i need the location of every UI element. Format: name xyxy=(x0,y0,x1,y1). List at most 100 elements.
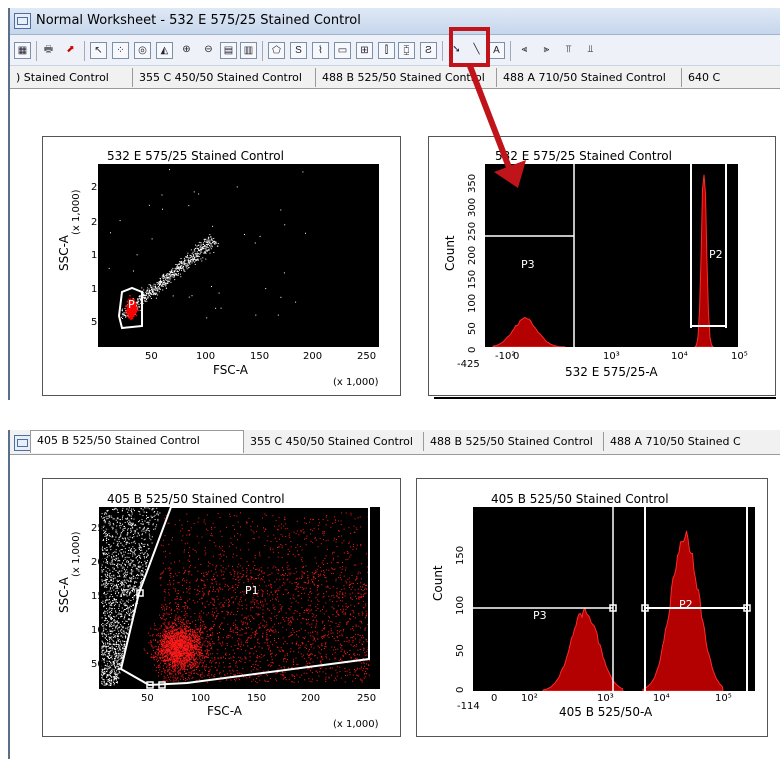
y-tick-0: 0 xyxy=(455,686,466,693)
histogram-panel-bottom[interactable]: 405 B 525/50 Stained Control P3 P2 Count… xyxy=(416,478,768,737)
snap-to-gate-icon[interactable]: S xyxy=(290,42,307,59)
x-axis-label: 532 E 575/25-A xyxy=(565,365,658,379)
title-bar: Normal Worksheet - 532 E 575/25 Stained … xyxy=(10,8,780,35)
window-title: Normal Worksheet - 532 E 575/25 Stained … xyxy=(36,13,361,28)
x-tick-neg425: -425 xyxy=(457,359,480,370)
dot-plot-area-bottom[interactable]: P1 xyxy=(99,507,380,689)
x-tick-10-4: 10⁴ xyxy=(671,351,688,362)
gate-p2-label: P2 xyxy=(679,598,693,611)
x-tick-10-3: 10³ xyxy=(603,351,620,362)
plot-tabs: ) Stained Control 355 C 450/50 Stained C… xyxy=(10,66,780,89)
pdf-export-icon[interactable]: ⬈ xyxy=(66,44,75,55)
x-axis-label: FSC-A xyxy=(207,704,242,718)
panel-divider xyxy=(434,397,776,399)
zoom-in-icon[interactable]: ⊕ xyxy=(182,44,191,55)
tab-405b[interactable]: 405 B 525/50 Stained Control xyxy=(30,430,244,453)
worksheet-window: Normal Worksheet - 532 E 575/25 Stained … xyxy=(8,8,780,400)
y-axis-unit: (x 1,000) xyxy=(71,531,82,577)
x-tick-250: 250 xyxy=(357,693,377,704)
histogram-tool-icon[interactable]: ◭ xyxy=(156,42,173,59)
x-tick-200: 200 xyxy=(301,693,321,704)
arrow-tool-icon[interactable]: ➘ xyxy=(452,44,461,55)
y-axis-label: SSC-A xyxy=(57,577,71,613)
tab-488a[interactable]: 488 A 710/50 Stained C xyxy=(610,435,741,448)
toolbar-separator xyxy=(442,41,443,61)
hierarchy-view-icon[interactable]: ▥ xyxy=(240,42,257,59)
y-axis-label: Count xyxy=(431,565,445,601)
x-axis-unit: (x 1,000) xyxy=(333,377,379,388)
interval-gate-icon[interactable]: ⫿ xyxy=(378,42,395,59)
y-tick-100: 100 xyxy=(91,284,111,295)
binned-gate-icon[interactable]: Ƨ xyxy=(420,42,437,59)
histogram-title-bottom: 405 B 525/50 Stained Control xyxy=(491,492,669,506)
zoom-out-icon[interactable]: ⊖ xyxy=(204,44,213,55)
x-tick-150: 150 xyxy=(250,351,270,362)
x-tick-10-5: 10⁵ xyxy=(731,351,748,362)
polygon-gate-icon[interactable]: ⬠ xyxy=(268,42,285,59)
x-tick-150: 150 xyxy=(247,693,267,704)
histogram-title: 532 E 575/25 Stained Control xyxy=(495,149,672,163)
dot-plot-events xyxy=(108,169,306,320)
histogram-overlay-bottom xyxy=(473,507,751,691)
statistics-view-icon[interactable]: ▤ xyxy=(220,42,237,59)
toolbar: ▦ 🖶 ⬈ ↖ ⁘ ◎ ◭ ⊕ ⊖ ▤ ▥ ⬠ S ⌇ ▭ ⊞ ⫿ ⧮ Ƨ ➘ … xyxy=(10,35,780,66)
y-tick-150: 150 xyxy=(91,591,111,602)
pointer-tool-icon[interactable]: ↖ xyxy=(90,42,107,59)
x-axis-label: FSC-A xyxy=(213,363,248,377)
gate-p1-overlay[interactable] xyxy=(99,507,380,689)
snap-interval-gate-icon[interactable]: ⧮ xyxy=(398,42,415,59)
quadrant-gate-icon[interactable]: ⊞ xyxy=(356,42,373,59)
x-tick-neg10-2: -10² xyxy=(495,351,516,362)
x-tick-250: 250 xyxy=(357,351,377,362)
rectangle-gate-icon[interactable]: ▭ xyxy=(334,42,351,59)
y-tick-100: 100 xyxy=(455,595,466,615)
y-tick-150: 150 xyxy=(91,250,111,261)
tab-stained-control[interactable]: ) Stained Control xyxy=(10,68,133,87)
gate-p3-label: P3 xyxy=(521,258,535,271)
contour-plot-tool-icon[interactable]: ◎ xyxy=(134,42,151,59)
histogram-panel[interactable]: 532 E 575/25 Stained Control P3 P2 Count… xyxy=(428,136,776,396)
histogram-area-bottom[interactable]: P3 P2 xyxy=(473,507,755,691)
worksheet-tab-icon xyxy=(14,435,31,451)
dot-plot-events-bottom xyxy=(101,507,370,686)
tab-488b[interactable]: 488 B 525/50 Stained Control xyxy=(316,68,497,87)
freeform-gate-icon[interactable]: ⌇ xyxy=(312,42,329,59)
tab-488a[interactable]: 488 A 710/50 Stained Control xyxy=(497,68,682,87)
x-tick-50: 50 xyxy=(145,351,158,362)
dot-plot-panel[interactable]: 532 E 575/25 Stained Control P 250 200 1… xyxy=(42,136,401,396)
y-tick-250: 250 xyxy=(91,182,111,193)
tab-640c[interactable]: 640 C xyxy=(688,71,721,84)
align-right-icon[interactable]: ⫸ xyxy=(543,44,550,55)
dot-plot-panel-bottom[interactable]: 405 B 525/50 Stained Control P1 250 200 … xyxy=(42,478,401,737)
x-tick-neg114: -114 xyxy=(457,701,480,712)
gate-p3-label: P3 xyxy=(533,609,547,622)
plot-tabs-bottom: 405 B 525/50 Stained Control 355 C 450/5… xyxy=(10,430,780,455)
align-left-icon[interactable]: ⫷ xyxy=(521,44,528,55)
gate-p-overlay[interactable] xyxy=(98,164,379,347)
histogram-overlay xyxy=(485,164,727,347)
x-tick-200: 200 xyxy=(303,351,323,362)
line-tool-icon[interactable]: ╲ xyxy=(473,44,480,55)
y-tick-200: 200 xyxy=(91,217,111,228)
toolbar-separator xyxy=(84,41,85,61)
y-tick-200: 200 xyxy=(91,557,111,568)
printer-icon[interactable]: 🖶 xyxy=(43,44,54,55)
y-tick-150: 150 xyxy=(455,545,466,565)
y-tick-100: 100 xyxy=(91,625,111,636)
dot-plot-tool-icon[interactable]: ⁘ xyxy=(112,42,129,59)
x-tick-100: 100 xyxy=(196,351,216,362)
print-layout-icon[interactable]: ▦ xyxy=(14,42,31,59)
tab-355c[interactable]: 355 C 450/50 Stained Control xyxy=(133,68,316,87)
dot-plot-area[interactable]: P xyxy=(98,164,379,347)
histogram-area[interactable]: P3 P2 xyxy=(485,164,738,347)
align-bottom-icon[interactable]: ⫫ xyxy=(587,44,594,55)
x-tick-10-4: 10⁴ xyxy=(653,693,670,704)
gate-p1-label: P1 xyxy=(245,584,259,597)
worksheet-icon xyxy=(14,13,31,29)
y-tick-50: 50 xyxy=(91,317,104,328)
tab-355c[interactable]: 355 C 450/50 Stained Control xyxy=(244,432,424,451)
x-axis-unit: (x 1,000) xyxy=(333,719,379,730)
x-tick-10-2: 10² xyxy=(521,693,538,704)
tab-488b[interactable]: 488 B 525/50 Stained Control xyxy=(424,432,604,451)
align-top-icon[interactable]: ⫪ xyxy=(565,44,572,55)
